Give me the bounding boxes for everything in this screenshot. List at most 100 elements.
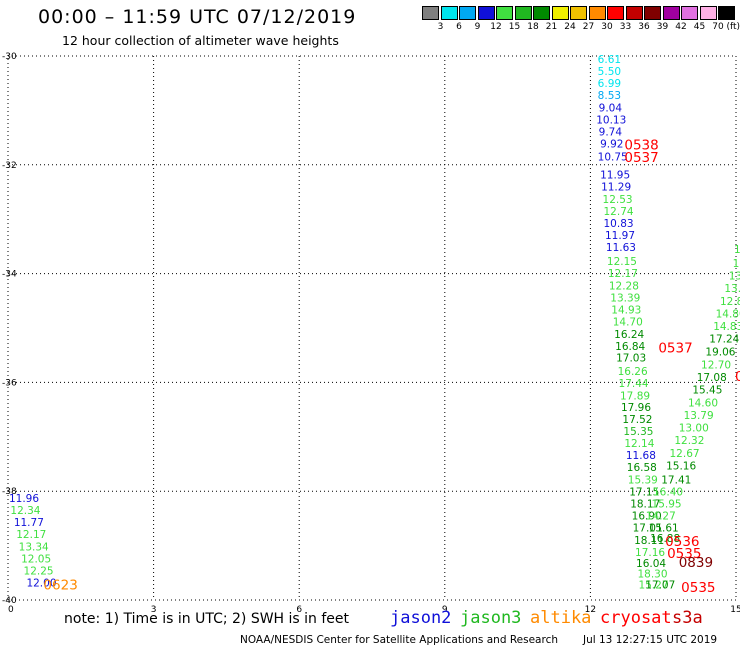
legend-swatch <box>570 6 587 20</box>
wave-height-label: 9.74 <box>599 126 623 138</box>
pass-time-label: 0623 <box>43 578 77 594</box>
wave-height-label: 14.80 <box>716 309 740 321</box>
legend-bin-label: 30 <box>601 22 613 32</box>
x-tick-label: 3 <box>151 605 157 615</box>
wave-height-label: 11.95 <box>600 169 630 181</box>
wave-height-label: 16.58 <box>627 462 657 474</box>
legend-swatch <box>477 6 495 20</box>
y-tick-label: -32 <box>2 161 17 171</box>
wave-height-label: 15.16 <box>666 460 696 472</box>
x-tick-label: 9 <box>442 605 448 615</box>
wave-height-label: 17.24 <box>709 334 739 346</box>
wave-height-label: 12.14 <box>624 438 654 450</box>
legend-unit: (ft) <box>726 22 740 32</box>
footer-note: note: 1) Time is in UTC; 2) SWH is in fe… <box>64 611 350 627</box>
map-axis-ticks: 0 3 6 9 12 15 -30 -32 -34 -36 -38 -40 <box>2 52 740 615</box>
legend-swatch <box>459 6 476 20</box>
legend-swatch <box>644 6 661 20</box>
wave-height-label: 15.95 <box>652 499 682 511</box>
wave-height-label: 13.00 <box>679 422 709 434</box>
satellite-label: jason2 <box>390 608 452 628</box>
legend-bin-label: 12 <box>490 22 502 32</box>
wave-height-label: 16.90 <box>632 510 662 522</box>
wave-height-label: 8.53 <box>598 90 621 102</box>
pass-time-label: 0537 <box>624 150 658 166</box>
wave-height-label: 9.04 <box>599 102 623 114</box>
wave-height-label: 13. <box>724 283 740 295</box>
credit-line: NOAA/NESDIS Center for Satellite Applica… <box>240 634 558 646</box>
wave-height-label: 10.75 <box>598 151 628 163</box>
wave-height-label: 12.32 <box>674 435 704 447</box>
wave-height-label: 5.50 <box>598 66 621 78</box>
legend-bin-label: 24 <box>564 22 576 32</box>
pass-time-label: 0535 <box>681 580 715 596</box>
legend-bin-label: 9 <box>474 22 481 32</box>
legend-bin-label: 33 <box>619 22 632 32</box>
generated-timestamp: Jul 13 12:27:15 UTC 2019 <box>583 634 718 646</box>
pass-time-label: 0536 <box>665 534 699 550</box>
wave-height-label: 10.13 <box>596 114 626 126</box>
page-subtitle: 12 hour collection of altimeter wave hei… <box>62 33 339 48</box>
y-tick-label: -40 <box>2 596 17 606</box>
wave-height-label: 12.74 <box>604 206 634 218</box>
legend-bin-label: 27 <box>582 22 595 32</box>
legend-bin-label: 21 <box>545 22 558 32</box>
legend-bin-label: 45 <box>693 22 706 32</box>
legend-swatch <box>514 6 532 20</box>
satellite-label: s3a <box>672 608 703 628</box>
wave-height-label: 1 <box>734 244 740 256</box>
wave-height-label: 12.53 <box>603 194 633 206</box>
wave-height-label: 16.24 <box>614 329 644 341</box>
wave-height-label: 18.30 <box>637 569 667 581</box>
wave-height-label: 14.83 <box>713 321 740 333</box>
wave-height-label: 17.52 <box>622 414 652 426</box>
pass-time-label: 0538 <box>624 138 658 154</box>
wave-height-label: 17.41 <box>661 475 691 487</box>
wave-height-label: 16.26 <box>618 366 648 378</box>
satellite-label: altika <box>530 608 592 628</box>
legend-bin-label: 6 <box>456 22 462 32</box>
pass-time-label: 0537 <box>658 340 692 356</box>
legend-bin-label: 42 <box>675 22 687 32</box>
x-tick-label: 6 <box>296 605 302 615</box>
legend-bin-label: 70 <box>712 22 724 32</box>
legend-swatch <box>533 6 550 20</box>
wave-height-label: 6.99 <box>598 78 621 90</box>
wave-height-label: 16.88 <box>650 533 680 545</box>
wave-height-label: 12.15 <box>607 256 637 268</box>
legend-swatch <box>607 6 624 20</box>
wave-height-label: 19.06 <box>705 347 735 359</box>
pass-time-label: 0535 <box>667 546 701 562</box>
wave-height-label: 17.08 <box>697 372 727 384</box>
legend-bin-label: 15 <box>508 22 521 32</box>
wave-height-label: 1 <box>733 258 740 270</box>
wave-height-label: 17.15 <box>629 487 659 499</box>
legend-swatch <box>681 6 698 20</box>
wave-height-label: 10.83 <box>604 218 634 230</box>
legend-bin-label: 39 <box>656 22 669 32</box>
y-tick-label: -34 <box>2 270 17 280</box>
wave-height-label: 6.61 <box>598 54 621 66</box>
wave-height-label: 12.00 <box>26 577 56 589</box>
wave-height-label: 15.45 <box>692 384 722 396</box>
pass-time-label: 0839 <box>679 555 713 571</box>
legend-bin-label: 36 <box>638 22 650 32</box>
wave-height-label: 12.34 <box>10 505 40 517</box>
y-tick-label: -38 <box>2 487 17 497</box>
wave-height-label: 14.70 <box>613 316 643 328</box>
x-tick-label: 0 <box>8 605 14 615</box>
legend-swatch <box>662 6 680 20</box>
map-grid <box>7 55 737 601</box>
wave-height-label: 16.84 <box>615 341 645 353</box>
wave-height-label: 17.16 <box>635 547 665 559</box>
wave-height-label: 12.70 <box>701 359 731 371</box>
legend-swatch <box>440 6 458 20</box>
satellite-label: jason3 <box>460 608 522 628</box>
legend-swatch <box>699 6 717 20</box>
wave-height-label: 13.39 <box>610 292 640 304</box>
wave-height-label: 18.17 <box>630 499 660 511</box>
wave-height-label: 15.27 <box>638 580 668 592</box>
wave-height-label: 17.96 <box>621 402 651 414</box>
wave-height-label: 15.61 <box>649 522 679 534</box>
